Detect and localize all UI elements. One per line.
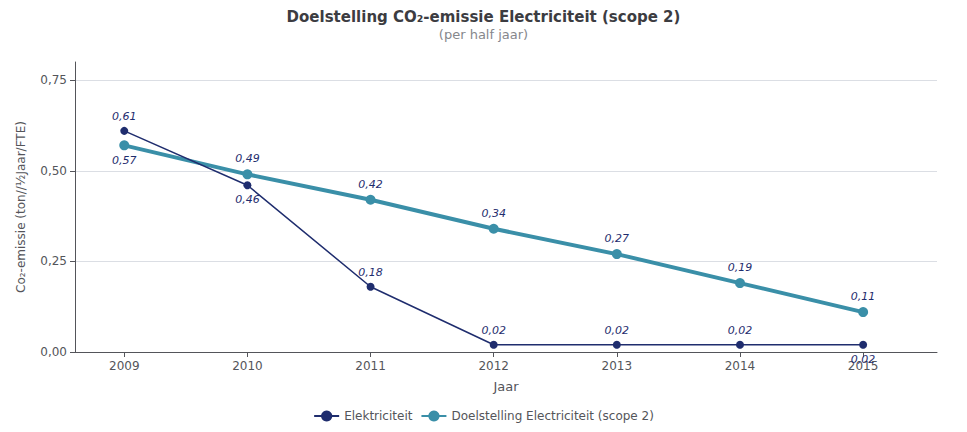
svg-text:0,25: 0,25 (40, 254, 67, 268)
svg-text:0,57: 0,57 (112, 154, 137, 167)
svg-text:0,02: 0,02 (481, 324, 506, 337)
svg-text:Elektriciteit: Elektriciteit (344, 409, 413, 423)
svg-text:2013: 2013 (602, 359, 633, 373)
svg-text:2015: 2015 (847, 359, 879, 373)
svg-text:0,27: 0,27 (605, 232, 630, 245)
svg-text:2012: 2012 (478, 359, 509, 373)
svg-text:Co₂-emissie (ton//½Jaar/FTE): Co₂-emissie (ton//½Jaar/FTE) (14, 121, 28, 293)
svg-text:0,00: 0,00 (40, 345, 67, 359)
svg-text:0,02: 0,02 (851, 353, 876, 366)
svg-text:2014: 2014 (725, 359, 756, 373)
svg-text:0,50: 0,50 (40, 164, 67, 178)
svg-text:0,34: 0,34 (481, 207, 506, 220)
svg-text:0,42: 0,42 (358, 178, 383, 191)
svg-text:0,02: 0,02 (605, 324, 630, 337)
svg-text:0,02: 0,02 (728, 324, 753, 337)
svg-text:(per half jaar): (per half jaar) (439, 27, 528, 42)
svg-text:0,61: 0,61 (112, 110, 137, 123)
svg-text:0,19: 0,19 (728, 261, 753, 274)
svg-text:Doelstelling Electriciteit (sc: Doelstelling Electriciteit (scope 2) (451, 409, 653, 423)
svg-text:0,18: 0,18 (358, 266, 383, 279)
svg-text:2010: 2010 (232, 359, 263, 373)
svg-text:0,75: 0,75 (40, 73, 67, 87)
svg-text:0,49: 0,49 (235, 152, 260, 165)
svg-text:2009: 2009 (109, 359, 140, 373)
svg-text:2011: 2011 (355, 359, 386, 373)
svg-text:Jaar: Jaar (492, 379, 519, 394)
svg-text:0,11: 0,11 (851, 290, 876, 303)
svg-text:Doelstelling CO₂-emissie Elect: Doelstelling CO₂-emissie Electriciteit (… (287, 8, 681, 26)
svg-text:0,46: 0,46 (235, 193, 260, 206)
